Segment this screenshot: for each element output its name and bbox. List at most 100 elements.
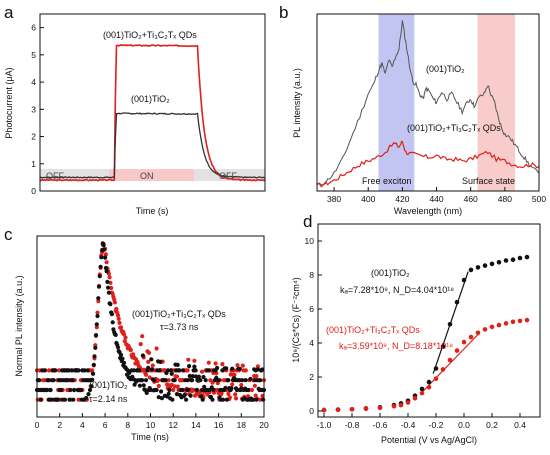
decay-point — [246, 387, 251, 393]
data-point — [454, 299, 460, 305]
x-tick-label: 0.0 — [458, 420, 470, 430]
decay-point — [101, 243, 106, 248]
decay-point — [140, 353, 145, 358]
free-exciton-label: Free exciton — [362, 176, 412, 186]
x-axis-label: Time (ns) — [131, 432, 169, 442]
decay-point — [174, 374, 180, 379]
x-tick-label: 18 — [237, 420, 247, 430]
decay-point — [146, 350, 152, 355]
x-tick-label: 12 — [168, 420, 178, 430]
y-tick-label: 5 — [31, 50, 36, 60]
series-line-black — [39, 112, 265, 179]
decay-point — [44, 387, 49, 393]
decay-point — [53, 368, 58, 373]
decay-point — [97, 274, 102, 279]
decay-point — [230, 366, 235, 371]
data-point — [482, 327, 488, 332]
decay-point — [230, 382, 235, 387]
decay-point — [175, 384, 180, 389]
decay-point — [184, 397, 189, 402]
y-tick-label: 0 — [31, 186, 36, 196]
decay-point — [172, 378, 177, 383]
data-point — [419, 386, 425, 392]
decay-point — [56, 368, 62, 373]
mott-schottky-points — [321, 254, 530, 413]
y-tick-label: 3 — [31, 104, 36, 114]
data-point — [454, 348, 460, 353]
decay-point — [96, 296, 101, 301]
y-tick-label: 6 — [31, 23, 36, 33]
decay-point — [94, 325, 99, 330]
y-ticks: 0 2 4 6 8 10 — [305, 236, 322, 416]
decay-point — [186, 357, 191, 362]
x-tick-label: 10 — [146, 420, 156, 430]
decay-point — [94, 322, 99, 327]
decay-point — [185, 378, 190, 383]
data-point — [510, 319, 516, 325]
decay-point — [150, 363, 155, 368]
data-point — [447, 357, 453, 363]
decay-point — [38, 397, 43, 402]
decay-point — [72, 387, 77, 393]
decay-point — [123, 335, 128, 340]
decay-point — [93, 345, 98, 350]
decay-point — [96, 284, 102, 289]
decay-point — [192, 364, 197, 369]
off-right-label: OFF — [219, 171, 237, 181]
x-ticks: 380 400 420 440 460 480 500 — [327, 187, 546, 204]
decay-point — [236, 378, 242, 383]
decay-point — [175, 362, 180, 367]
off-left-label: OFF — [46, 171, 64, 181]
decay-point — [171, 387, 176, 393]
highlight-band — [378, 14, 415, 191]
decay-point — [121, 332, 127, 337]
decay-point — [92, 354, 97, 359]
decay-point — [115, 345, 121, 350]
decay-point — [211, 387, 216, 393]
decay-point — [113, 332, 118, 337]
decay-point — [215, 365, 220, 371]
decay-point — [235, 363, 240, 368]
decay-point — [253, 393, 258, 398]
decay-point — [156, 383, 161, 389]
decay-point — [71, 397, 76, 402]
decay-point — [237, 366, 242, 371]
decay-point — [226, 391, 231, 396]
decay-point — [202, 384, 207, 389]
x-ticks: -1.0 -0.8 -0.6 -0.4 -0.2 0.0 0.2 0.4 — [317, 413, 526, 430]
decay-point — [104, 269, 109, 274]
x-tick-label: -0.8 — [345, 420, 360, 430]
decay-point — [138, 342, 143, 347]
x-axis-label: Wavelength (nm) — [394, 206, 462, 216]
panel-c-letter: c — [4, 225, 13, 244]
decay-point — [240, 378, 245, 383]
decay-point — [67, 397, 72, 402]
y-tick-label: 4 — [309, 338, 314, 348]
decay-point — [93, 333, 99, 338]
decay-point — [122, 339, 127, 344]
decay-point — [224, 397, 229, 402]
data-point — [517, 255, 523, 261]
decay-point — [229, 386, 234, 391]
decay-point — [118, 325, 124, 330]
decay-point — [258, 378, 263, 383]
decay-point — [223, 385, 228, 391]
decay-point — [103, 265, 108, 271]
decay-point — [147, 375, 152, 380]
decay-point — [103, 255, 108, 260]
x-tick-label: 0.2 — [486, 420, 498, 430]
decay-point — [115, 313, 121, 318]
x-tick-label: 380 — [327, 194, 341, 204]
y-axis-label: 10⁹/(Cs*Cs) (F⁻²cm⁴) — [291, 277, 301, 362]
decay-point — [66, 368, 71, 373]
data-point — [349, 407, 355, 412]
data-point — [391, 403, 397, 409]
decay-point — [232, 372, 237, 377]
decay-point — [59, 387, 64, 393]
decay-point — [159, 396, 164, 401]
decay-point — [201, 374, 206, 380]
decay-point — [99, 255, 104, 260]
decay-point — [170, 397, 175, 402]
x-tick-label: 8 — [125, 420, 130, 430]
